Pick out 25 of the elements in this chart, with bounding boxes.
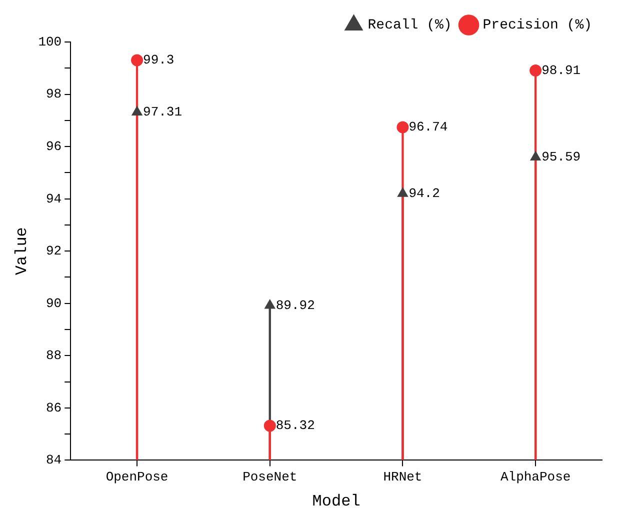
x-tick-label: PoseNet (242, 469, 298, 484)
y-tick-label: 100 (38, 34, 62, 50)
x-axis-title: Model (312, 492, 360, 511)
legend-label: Recall (%) (368, 18, 452, 34)
y-tick-label: 94 (46, 191, 62, 206)
y-axis-title: Value (12, 227, 31, 276)
data-label: 85.32 (276, 418, 315, 434)
y-tick-label: 98 (46, 86, 62, 102)
y-tick-label: 88 (46, 348, 62, 364)
y-tick-label: 96 (46, 138, 62, 154)
data-label: 99.3 (143, 52, 174, 68)
data-label: 89.92 (276, 298, 315, 313)
x-tick-label: AlphaPose (500, 469, 571, 484)
y-tick-label: 90 (46, 296, 62, 311)
y-tick-label: 84 (46, 452, 62, 468)
data-label: 96.74 (408, 120, 448, 135)
y-tick-label: 86 (46, 400, 62, 416)
y-tick-label: 92 (46, 244, 62, 259)
x-tick-label: HRNet (383, 469, 422, 484)
data-label: 97.31 (143, 104, 182, 120)
legend-label: Precision (%) (482, 18, 592, 34)
data-label: 98.91 (542, 62, 581, 78)
x-tick-label: OpenPose (106, 469, 168, 484)
data-label: 95.59 (542, 150, 581, 165)
data-label: 94.2 (408, 186, 440, 202)
